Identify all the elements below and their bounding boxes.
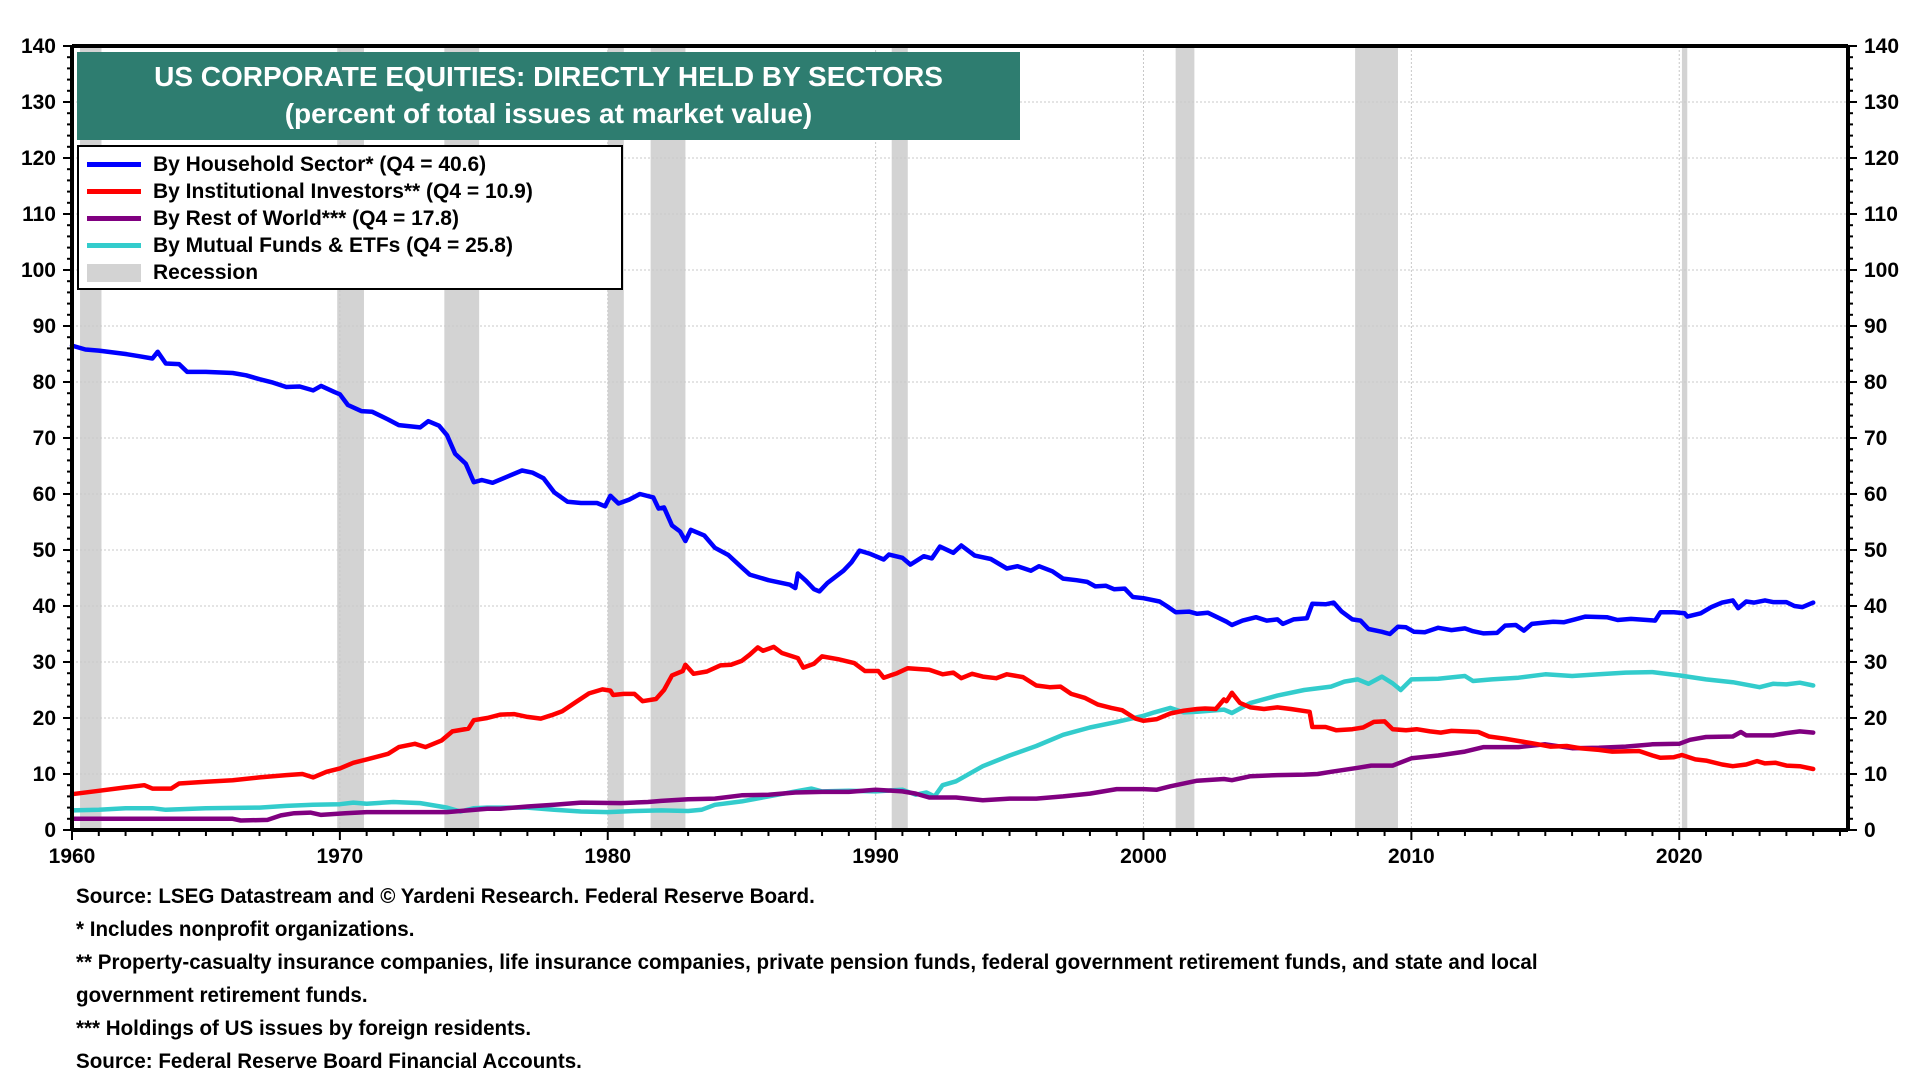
y-tick-label-left: 110: [22, 203, 56, 226]
y-tick-label-right: 120: [1864, 147, 1899, 170]
y-tick-label-left: 100: [21, 259, 56, 282]
x-tick-label: 2020: [1656, 845, 1703, 868]
legend-swatch-recession: [87, 263, 141, 282]
legend-swatch-institutional: [87, 189, 141, 194]
y-tick-label-left: 70: [33, 427, 56, 450]
series-line-by-household-sector: [69, 343, 1816, 637]
x-tick-label: 1970: [317, 845, 364, 868]
y-tick-label-left: 140: [21, 35, 56, 58]
y-tick-label-right: 80: [1864, 371, 1887, 394]
x-tick-label: 1960: [49, 845, 96, 868]
y-tick-label-left: 10: [33, 763, 56, 786]
y-tick-label-right: 0: [1864, 819, 1876, 842]
legend-label: By Household Sector* (Q4 = 40.6): [153, 152, 487, 176]
legend-swatch-rest-of-world: [87, 216, 141, 221]
y-tick-label-right: 30: [1864, 651, 1887, 674]
footnote-rest-of-world: *** Holdings of US issues by foreign res…: [76, 1017, 532, 1040]
y-tick-label-right: 110: [1864, 203, 1898, 226]
y-tick-label-left: 60: [33, 483, 56, 506]
y-tick-label-right: 40: [1864, 595, 1887, 618]
chart-subtitle: (percent of total issues at market value…: [284, 98, 813, 129]
legend-item-recession: Recession: [79, 259, 621, 286]
y-tick-label-left: 30: [33, 651, 56, 674]
chart-title-box: US CORPORATE EQUITIES: DIRECTLY HELD BY …: [77, 52, 1020, 140]
series-line-by-mutual-funds-etfs: [69, 669, 1816, 815]
series-line-by-institutional-investors: [69, 644, 1816, 797]
footer-notes: Source: LSEG Datastream and © Yardeni Re…: [76, 880, 1876, 1078]
x-tick-label: 2010: [1388, 845, 1435, 868]
y-tick-label-left: 90: [33, 315, 56, 338]
x-tick-label: 1990: [852, 845, 899, 868]
legend-item-mutual-funds: By Mutual Funds & ETFs (Q4 = 25.8): [79, 232, 621, 259]
series-line-by-rest-of-world: [69, 729, 1816, 823]
y-tick-label-left: 130: [21, 91, 56, 114]
source-note-frb: Source: Federal Reserve Board Financial …: [76, 1050, 582, 1073]
y-tick-label-left: 20: [33, 707, 56, 730]
y-tick-label-right: 100: [1864, 259, 1899, 282]
y-tick-label-left: 40: [33, 595, 56, 618]
y-tick-label-right: 50: [1864, 539, 1887, 562]
footnote-institutional-cont: government retirement funds.: [76, 984, 368, 1007]
y-tick-label-left: 80: [33, 371, 56, 394]
footnote-institutional: ** Property-casualty insurance companies…: [76, 951, 1538, 974]
legend-label: Recession: [153, 260, 259, 284]
legend-label: By Institutional Investors** (Q4 = 10.9): [153, 179, 533, 203]
chart-title: US CORPORATE EQUITIES: DIRECTLY HELD BY …: [154, 61, 943, 92]
series-lines: [69, 343, 1816, 823]
x-tick-label: 2000: [1120, 845, 1167, 868]
recession-band: [891, 46, 908, 830]
y-tick-label-right: 60: [1864, 483, 1887, 506]
legend-item-rest-of-world: By Rest of World*** (Q4 = 17.8): [79, 205, 621, 232]
source-note: Source: LSEG Datastream and © Yardeni Re…: [76, 885, 815, 908]
y-tick-label-left: 120: [21, 147, 56, 170]
legend-label: By Mutual Funds & ETFs (Q4 = 25.8): [153, 233, 513, 257]
y-tick-label-left: 0: [44, 819, 56, 842]
x-tick-label: 1980: [584, 845, 631, 868]
legend-swatch-mutual-funds: [87, 243, 141, 248]
legend-label: By Rest of World*** (Q4 = 17.8): [153, 206, 459, 230]
y-tick-label-right: 70: [1864, 427, 1887, 450]
legend-swatch-household: [87, 162, 141, 167]
legend-item-institutional: By Institutional Investors** (Q4 = 10.9): [79, 178, 621, 205]
y-tick-label-left: 50: [33, 539, 56, 562]
y-tick-label-right: 20: [1864, 707, 1887, 730]
footnote-household: * Includes nonprofit organizations.: [76, 918, 415, 941]
y-tick-label-right: 130: [1864, 91, 1899, 114]
y-tick-label-right: 140: [1864, 35, 1899, 58]
y-tick-label-right: 90: [1864, 315, 1887, 338]
y-tick-label-right: 10: [1864, 763, 1887, 786]
axes: [63, 44, 1857, 840]
legend-item-household: By Household Sector* (Q4 = 40.6): [79, 151, 621, 178]
legend: By Household Sector* (Q4 = 40.6) By Inst…: [77, 145, 623, 290]
